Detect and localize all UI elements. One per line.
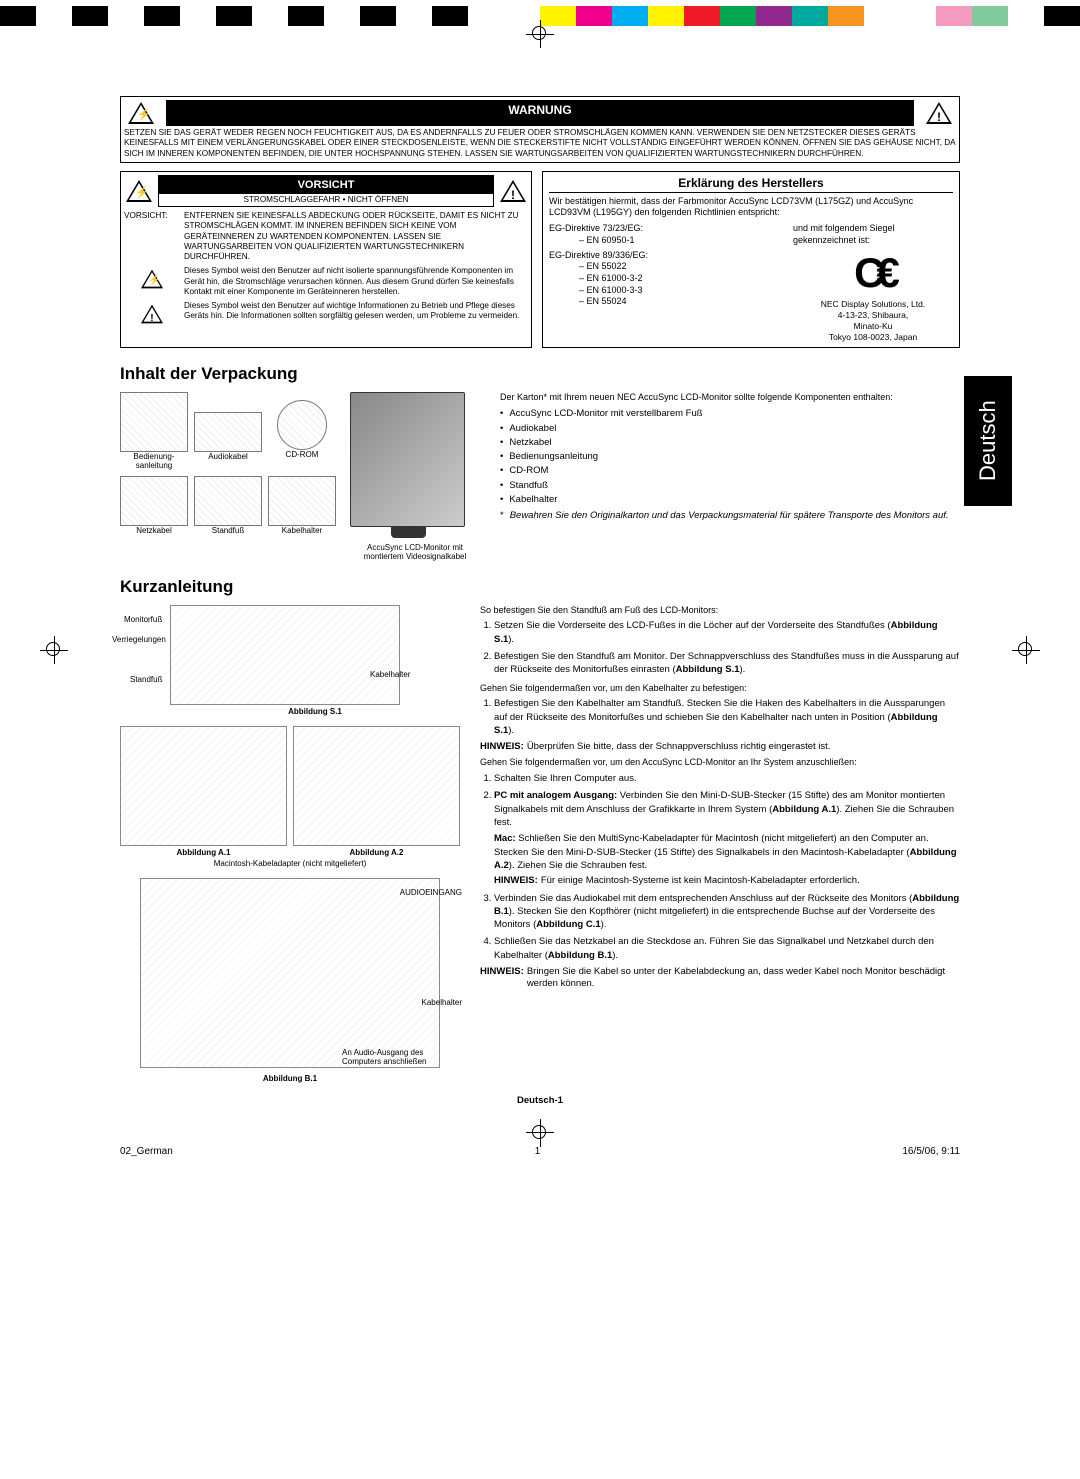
directive-1: EG-Direktive 73/23/EG: (549, 223, 787, 235)
label-stand: Standfuß (194, 526, 262, 535)
lightning-icon: ⚡ (124, 100, 158, 126)
exclaim-icon: ! (922, 100, 956, 126)
warning-header: WARNUNG (166, 100, 914, 126)
callout-anaudio: An Audio-Ausgang des Computers anschließ… (342, 1048, 462, 1066)
declaration-box: Erklärung des Herstellers Wir bestätigen… (542, 171, 960, 348)
hinweis-label: HINWEIS: (480, 966, 524, 991)
exclaim-icon: ! (498, 178, 528, 204)
fig-a1-label: Abbildung A.1 (120, 848, 287, 857)
contents-heading: Inhalt der Verpackung (120, 364, 960, 384)
caution-note-2: Dieses Symbol weist den Benutzer auf wic… (184, 301, 528, 322)
footer-left: 02_German (120, 1146, 173, 1157)
warning-text: SETZEN SIE DAS GERÄT WEDER REGEN NOCH FE… (124, 128, 956, 159)
fig-a2-label: Abbildung A.2 (293, 848, 460, 857)
list-item: Setzen Sie die Vorderseite des LCD-Fußes… (494, 619, 960, 646)
quick-intro-1: So befestigen Sie den Standfuß am Fuß de… (480, 605, 960, 617)
hinweis-label: HINWEIS: (480, 741, 524, 753)
ce-mark: C€ (793, 249, 953, 297)
contents-intro: Der Karton* mit Ihrem neuen NEC AccuSync… (500, 392, 960, 404)
caution-label: VORSICHT: (124, 211, 180, 262)
contents-bullet: Kabelhalter (500, 493, 960, 507)
list-item: Verbinden Sie das Audiokabel mit dem ent… (494, 892, 960, 932)
list-item: PC mit analogem Ausgang: Verbinden Sie d… (494, 789, 960, 887)
footer-right: 16/5/06, 9:11 (902, 1146, 960, 1157)
contents-bullet: Standfuß (500, 479, 960, 493)
caution-sub: STROMSCHLAGGEFAHR • NICHT ÖFFNEN (159, 194, 493, 206)
fig-s1-label: Abbildung S.1 (170, 707, 460, 716)
language-tab: Deutsch (964, 376, 1012, 506)
page-content: Deutsch ⚡ WARNUNG ! SETZEN SIE DAS GERÄT… (120, 96, 960, 1106)
contents-bullet: CD-ROM (500, 464, 960, 478)
monitor-illustration (350, 392, 465, 527)
lightning-icon: ⚡ (124, 178, 154, 204)
label-manual: Bedienung-sanleitung (120, 452, 188, 470)
lightning-icon: ⚡ (124, 266, 180, 292)
callout-audio: AUDIOEINGANG (400, 888, 462, 897)
caution-text-1: ENTFERNEN SIE KEINESFALLS ABDECKUNG ODER… (184, 211, 528, 262)
hinweis-3: Bringen Sie die Kabel so unter der Kabel… (527, 966, 960, 991)
contents-bullet: Bedienungsanleitung (500, 450, 960, 464)
callout-kabel-b1: Kabelhalter (422, 998, 462, 1007)
callout-verriegelungen: Verriegelungen (112, 635, 166, 644)
footer-mid: 1 (535, 1146, 541, 1157)
quickstart-heading: Kurzanleitung (120, 577, 960, 597)
label-audio: Audiokabel (194, 452, 262, 461)
directive-2: EG-Direktive 89/336/EG: (549, 250, 787, 262)
quickstart-figures: Monitorfuß Verriegelungen Standfuß Kabel… (120, 605, 460, 1083)
directive-2-item: – EN 61000-3-3 (579, 285, 787, 297)
directive-1-item: – EN 60950-1 (549, 235, 787, 247)
list-item: Befestigen Sie den Standfuß am Monitor. … (494, 650, 960, 677)
callout-standfuss: Standfuß (130, 675, 162, 684)
label-kabel: Kabelhalter (268, 526, 336, 535)
list-item: Schließen Sie das Netzkabel an die Steck… (494, 935, 960, 962)
contents-text: Der Karton* mit Ihrem neuen NEC AccuSync… (500, 392, 960, 561)
list-item: Befestigen Sie den Kabelhalter am Standf… (494, 697, 960, 737)
label-monitor: AccuSync LCD-Monitor mit montiertem Vide… (350, 543, 480, 561)
list-item: Schalten Sie Ihren Computer aus. (494, 772, 960, 785)
fig-a1-sub: Macintosh-Kabeladapter (nicht mitgeliefe… (120, 859, 460, 868)
quickstart-text: So befestigen Sie den Standfuß am Fuß de… (480, 605, 960, 1083)
exclaim-icon: ! (124, 301, 180, 327)
contents-bullet: Audiokabel (500, 422, 960, 436)
page-number: Deutsch-1 (120, 1095, 960, 1106)
warning-box: ⚡ WARNUNG ! SETZEN SIE DAS GERÄT WEDER R… (120, 96, 960, 163)
siegel-text: und mit folgendem Siegel gekennzeichnet … (793, 223, 953, 246)
fig-b1-label: Abbildung B.1 (120, 1074, 460, 1083)
caution-header: VORSICHT (159, 176, 493, 194)
page-footer: 02_German 1 16/5/06, 9:11 (120, 1146, 960, 1157)
directive-2-item: – EN 55022 (579, 261, 787, 273)
caution-box: ⚡ VORSICHT STROMSCHLAGGEFAHR • NICHT ÖFF… (120, 171, 532, 348)
caution-note-1: Dieses Symbol weist den Benutzer auf nic… (184, 266, 528, 297)
quick-intro-3: Gehen Sie folgendermaßen vor, um den Acc… (480, 757, 960, 769)
directive-2-item: – EN 55024 (579, 296, 787, 308)
declaration-intro: Wir bestätigen hiermit, dass der Farbmon… (549, 196, 953, 219)
contents-note: Bewahren Sie den Originalkarton und das … (510, 510, 949, 521)
directive-2-item: – EN 61000-3-2 (579, 273, 787, 285)
callout-monitorfuss: Monitorfuß (124, 615, 162, 624)
quick-intro-2: Gehen Sie folgendermaßen vor, um den Kab… (480, 683, 960, 695)
manufacturer-address: NEC Display Solutions, Ltd.4-13-23, Shib… (793, 299, 953, 343)
declaration-title: Erklärung des Herstellers (549, 176, 953, 193)
contents-illustrations: Bedienung-sanleitung Audiokabel CD-ROM N… (120, 392, 480, 561)
contents-bullet: AccuSync LCD-Monitor mit verstellbarem F… (500, 407, 960, 421)
contents-bullet: Netzkabel (500, 436, 960, 450)
label-cd: CD-ROM (268, 450, 336, 459)
hinweis-1: Überprüfen Sie bitte, dass der Schnappve… (527, 741, 831, 753)
label-netz: Netzkabel (120, 526, 188, 535)
callout-kabelhalter: Kabelhalter (370, 670, 410, 679)
